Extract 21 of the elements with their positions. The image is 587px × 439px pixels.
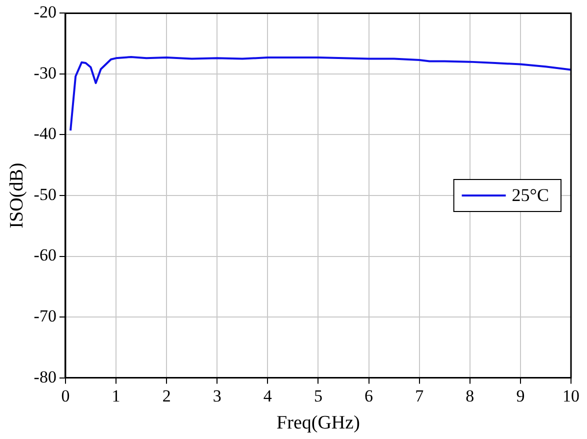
x-tick-label: 5 [314,386,322,406]
y-axis-title: ISO(dB) [6,162,28,228]
x-tick-label: 1 [112,386,120,406]
x-tick-label: 10 [562,386,580,406]
y-tick-label: -80 [34,367,56,386]
x-tick-label: 9 [516,386,525,406]
x-tick-label: 4 [263,386,272,406]
legend-label: 25°C [512,185,550,206]
y-tick-label: -60 [34,246,56,265]
x-tick-label: 3 [212,386,222,406]
y-tick-label: -50 [34,184,56,204]
y-tick-label: -30 [34,63,56,82]
y-tick-label: -40 [34,124,56,144]
x-axis-title: Freq(GHz) [276,412,360,434]
x-tick-label: 7 [415,386,424,406]
y-tick-label: -20 [34,2,56,22]
y-tick-label: -70 [34,306,56,326]
x-tick-label: 8 [466,386,474,406]
x-tick-label: 2 [162,386,171,406]
x-tick-label: 0 [61,386,70,406]
x-tick-label: 6 [364,386,374,406]
